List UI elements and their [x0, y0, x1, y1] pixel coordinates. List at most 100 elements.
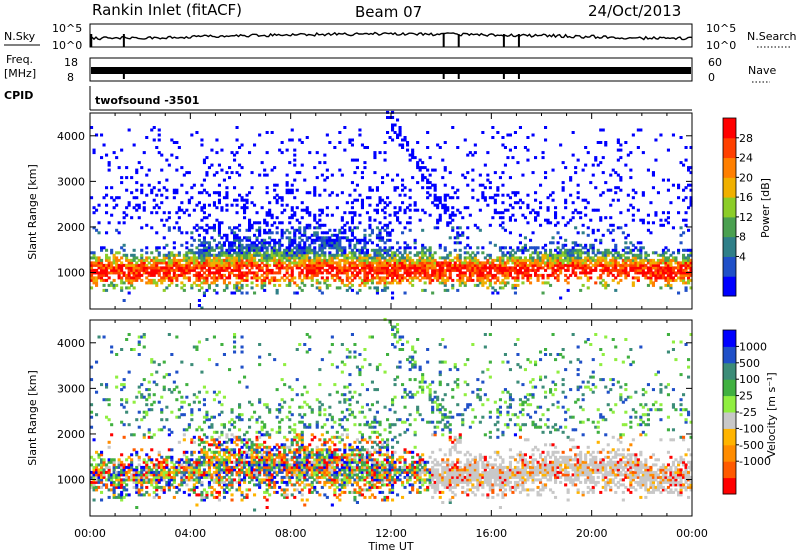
echo-cell-1114 [258, 221, 262, 225]
echo-cell-2886 [503, 146, 507, 149]
echo-cell-2520 [443, 248, 447, 252]
echo-cell-843 [225, 465, 229, 469]
echo-cell-446 [167, 488, 171, 492]
echo-cell-196 [127, 286, 131, 290]
echo-cell-3225 [566, 288, 570, 292]
echo-cell-2269 [406, 253, 410, 257]
echo-cell-2074 [383, 286, 387, 290]
echo-cell-1335 [288, 246, 292, 250]
echo-cell-2004 [373, 153, 377, 157]
echo-cell-1630 [323, 236, 327, 240]
echo-cell-1149 [263, 238, 267, 242]
nave-label: Nave [748, 64, 776, 77]
echo-cell-1038 [248, 228, 252, 232]
echo-cell-2735 [481, 281, 485, 285]
echo-cell-1545 [313, 218, 317, 222]
echo-cell-109 [110, 460, 114, 464]
echo-cell-2877 [503, 268, 507, 272]
echo-cell-3347 [586, 258, 590, 262]
echo-cell-3815 [677, 276, 681, 280]
echo-cell-1971 [368, 196, 372, 200]
echo-cell-690 [205, 223, 209, 227]
echo-cell-3729 [659, 268, 663, 272]
echo-cell-323 [145, 388, 149, 392]
echo-cell-741 [212, 256, 216, 260]
echo-cell-526 [185, 268, 189, 272]
echo-cell-2822 [496, 271, 500, 275]
echo-cell-16 [92, 485, 96, 489]
echo-cell-1032 [248, 251, 252, 255]
echo-cell-2218 [398, 193, 402, 197]
echo-cell-407 [160, 468, 164, 472]
echo-cell-255 [137, 276, 141, 280]
echo-cell-925 [235, 246, 239, 250]
echo-cell-605 [197, 276, 201, 280]
echo-cell-2069 [381, 208, 385, 212]
echo-cell-1617 [323, 281, 327, 285]
freq-label: Freq. [6, 53, 33, 66]
echo-cell-3699 [651, 186, 655, 190]
echo-cell-309 [145, 480, 149, 484]
echo-cell-28 [95, 283, 99, 287]
echo-cell-1324 [288, 281, 292, 285]
echo-cell-2532 [443, 141, 447, 144]
echo-cell-62 [100, 246, 104, 250]
echo-cell-3081 [539, 256, 543, 260]
echo-cell-1751 [340, 251, 344, 255]
echo-cell-293 [142, 473, 146, 477]
echo-cell-3227 [566, 276, 570, 280]
echo-cell-305 [147, 281, 151, 285]
echo-cell-1857 [353, 198, 357, 202]
echo-cell-231 [132, 470, 136, 474]
echo-cell-1612 [320, 231, 324, 235]
echo-cell-532 [185, 253, 189, 257]
echo-cell-918 [235, 453, 239, 457]
echo-cell-361 [157, 271, 161, 275]
echo-cell-2784 [488, 261, 492, 265]
echo-cell-1244 [275, 248, 279, 252]
echo-cell-492 [175, 465, 179, 469]
echo-cell-415 [165, 218, 169, 222]
echo-cell-2674 [468, 258, 472, 262]
echo-cell-3412 [599, 241, 603, 245]
echo-cell-909 [233, 333, 237, 336]
echo-cell-993 [245, 460, 249, 464]
echo-cell-1387 [293, 213, 297, 217]
echo-cell-2748 [481, 191, 485, 195]
echo-cell-858 [228, 475, 232, 479]
echo-cell-2584 [453, 248, 457, 252]
echo-cell-442 [165, 455, 169, 459]
echo-cell-2645 [463, 256, 467, 260]
echo-cell-613 [197, 251, 201, 255]
echo-cell-571 [190, 475, 194, 479]
echo-cell-1322 [285, 148, 289, 152]
echo-cell-1169 [265, 241, 269, 245]
echo-cell-3578 [629, 258, 633, 262]
echo-cell-3803 [671, 251, 675, 255]
echo-cell-2721 [478, 281, 482, 285]
echo-cell-2306 [411, 176, 415, 180]
echo-cell-3139 [549, 193, 553, 197]
echo-cell-3157 [554, 263, 558, 267]
echo-cell-607 [195, 480, 199, 484]
echo-cell-578 [192, 253, 196, 257]
echo-cell-554 [185, 383, 189, 387]
echo-cell-700 [205, 338, 209, 341]
echo-cell-2101 [386, 276, 390, 280]
echo-cell-667 [202, 206, 206, 210]
echo-cell-1788 [345, 261, 349, 265]
echo-cell-998 [243, 208, 247, 212]
echo-cell-1912 [360, 171, 364, 175]
echo-cell-474 [175, 258, 179, 262]
echo-cell-150 [117, 465, 121, 469]
echo-cell-664 [202, 228, 206, 232]
echo-cell-2326 [416, 276, 420, 280]
echo-cell-2959 [516, 258, 520, 262]
echo-cell-3733 [659, 253, 663, 257]
echo-cell-1249 [275, 201, 279, 205]
echo-cell-995 [243, 236, 247, 240]
echo-cell-931 [235, 203, 239, 207]
echo-cell-3599 [631, 213, 635, 217]
echo-cell-486 [177, 263, 181, 267]
echo-cell-1651 [325, 213, 329, 217]
